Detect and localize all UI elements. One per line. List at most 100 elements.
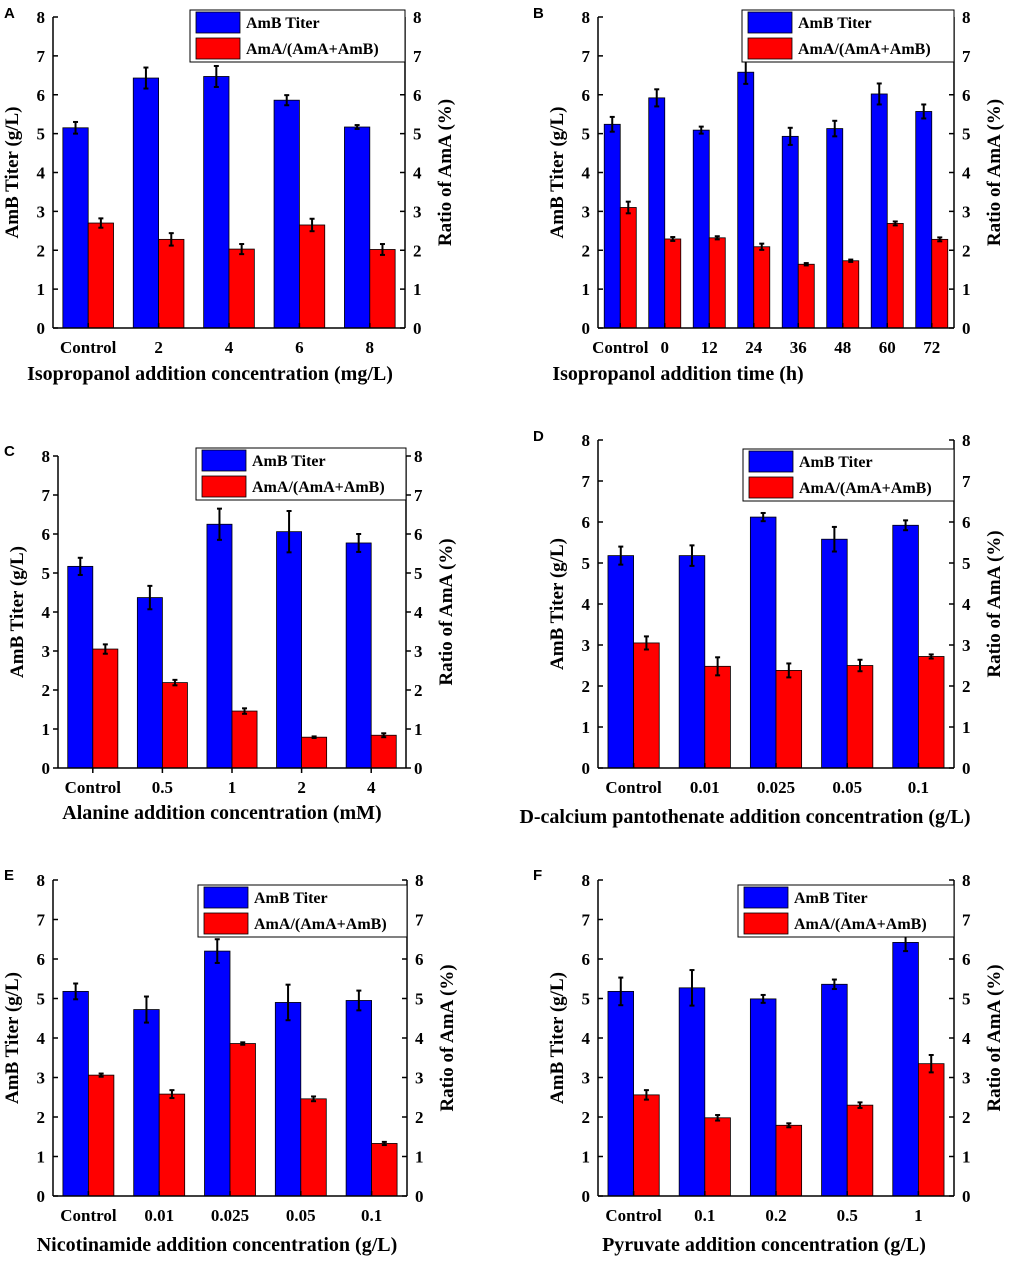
x-tick-label: 0.025	[211, 1206, 249, 1225]
left-y-tick-label: 1	[37, 280, 46, 299]
titer-bar	[607, 990, 635, 1197]
titer-bar	[678, 555, 706, 769]
error-bar	[285, 983, 291, 1022]
error-bar	[147, 584, 153, 611]
right-y-tick-label: 7	[414, 486, 423, 505]
left-y-tick-label: 0	[582, 319, 591, 338]
x-tick-label: 24	[745, 338, 763, 357]
titer-bar	[345, 542, 372, 769]
error-bar	[98, 217, 104, 229]
x-axis-title: Pyruvate addition concentration (g/L)	[602, 1234, 926, 1256]
left-y-tick-label: 0	[37, 319, 46, 338]
right-y-tick-label: 3	[962, 202, 971, 221]
right-y-tick-label: 5	[962, 990, 971, 1009]
x-tick-label: 4	[225, 338, 234, 357]
x-tick-label: 36	[790, 338, 807, 357]
right-y-tick-label: 0	[413, 319, 422, 338]
legend-titer-label: AmB Titer	[246, 15, 320, 32]
legend-ratio-swatch	[748, 476, 794, 499]
error-bar	[760, 511, 766, 523]
error-bar	[356, 989, 362, 1012]
panel-letter: F	[533, 867, 542, 884]
error-bar	[903, 519, 909, 532]
titer-bar	[345, 1000, 373, 1197]
left-y-tick-label: 6	[37, 950, 46, 969]
left-y-tick-label: 5	[582, 125, 591, 144]
error-bar	[286, 509, 292, 554]
left-y-tick-label: 7	[582, 472, 591, 491]
error-bar	[714, 235, 720, 241]
left-y-tick-label: 5	[42, 564, 51, 583]
ratio-bar	[664, 238, 682, 329]
error-bar	[73, 120, 79, 135]
left-y-tick-label: 2	[37, 1108, 46, 1127]
error-bar	[928, 653, 934, 660]
right-y-tick-label: 6	[414, 525, 423, 544]
error-bar	[787, 126, 793, 146]
left-y-axis-title: AmB Titer (g/L)	[547, 972, 568, 1104]
titer-bar	[276, 531, 303, 769]
left-y-axis-title: AmB Titer (g/L)	[2, 972, 23, 1104]
error-bar	[876, 82, 882, 106]
error-bar	[143, 66, 149, 90]
error-bar	[609, 115, 615, 133]
right-y-tick-label: 1	[962, 718, 971, 737]
right-y-tick-label: 5	[962, 554, 971, 573]
legend-titer-swatch	[195, 11, 241, 34]
titer-bar	[749, 998, 777, 1197]
left-y-tick-label: 3	[582, 636, 591, 655]
left-y-tick-label: 4	[582, 595, 591, 614]
ratio-bar	[846, 1104, 874, 1197]
error-bar	[102, 643, 108, 655]
titer-bar	[821, 538, 848, 769]
ratio-bar	[886, 223, 904, 329]
right-y-tick-label: 0	[962, 759, 971, 778]
ratio-bar	[370, 734, 397, 769]
chart-panel-F: F 0 0 1 1 2 2 3 3 4 4 5 5 6 6 7 7 8 8 Control 0.1 0.2 0.5 1 AmB …	[533, 867, 1005, 1256]
error-bar	[625, 200, 631, 215]
titer-bar	[206, 523, 233, 769]
error-bar	[654, 88, 660, 108]
x-tick-label: Control	[60, 1206, 117, 1225]
error-bar	[311, 1095, 317, 1103]
titer-bar	[607, 555, 635, 769]
titer-bar	[826, 128, 844, 329]
error-bar	[242, 707, 248, 715]
left-y-tick-label: 0	[582, 759, 591, 778]
right-y-tick-label: 7	[962, 911, 971, 930]
ratio-bar	[846, 665, 874, 769]
x-tick-label: 0.01	[690, 778, 720, 797]
panel-letter: D	[533, 428, 544, 445]
legend: AmB Titer AmA/(AmA+AmB)	[189, 9, 406, 63]
error-bar	[698, 125, 704, 135]
left-y-tick-label: 8	[582, 871, 591, 890]
right-y-tick-label: 8	[962, 8, 971, 27]
right-y-tick-label: 4	[962, 1029, 971, 1048]
legend-titer-swatch	[748, 450, 794, 473]
x-tick-label: Control	[592, 338, 649, 357]
x-tick-label: 0.05	[286, 1206, 316, 1225]
x-axis-title: Alanine addition concentration (mM)	[62, 802, 381, 824]
titer-bar	[132, 77, 159, 329]
error-bar	[172, 678, 178, 687]
x-tick-label: 8	[366, 338, 375, 357]
left-y-tick-label: 6	[582, 86, 591, 105]
panel-letter: C	[4, 443, 15, 460]
right-y-tick-label: 1	[415, 1148, 424, 1167]
x-tick-label: 1	[914, 1206, 923, 1225]
x-tick-label: 0.025	[757, 778, 795, 797]
left-y-tick-label: 6	[582, 950, 591, 969]
panel-letter: B	[533, 5, 544, 22]
titer-bar	[204, 950, 231, 1197]
error-bar	[618, 545, 624, 566]
left-y-tick-label: 7	[37, 47, 46, 66]
titer-bar	[821, 983, 848, 1197]
right-y-tick-label: 1	[414, 720, 423, 739]
error-bar	[379, 243, 385, 256]
titer-bar	[62, 990, 89, 1197]
x-axis-title: Isopropanol addition time (h)	[552, 363, 803, 385]
left-y-tick-label: 2	[582, 241, 591, 260]
left-y-tick-label: 4	[582, 164, 591, 183]
titer-bar	[781, 135, 799, 329]
